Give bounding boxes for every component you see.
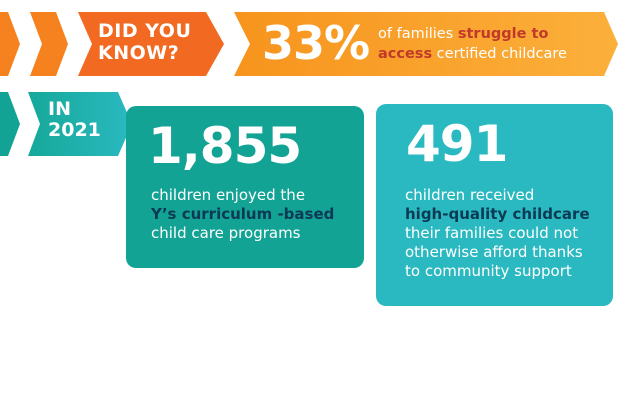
fact-text: of families struggle to access certified… xyxy=(378,24,567,64)
stat-card-line: to community support xyxy=(405,262,572,280)
stat-card-line: child care programs xyxy=(151,224,301,242)
fact-banner xyxy=(234,12,618,76)
chevron-arrow-icon xyxy=(30,12,68,76)
stat-card-line: children enjoyed the xyxy=(151,186,306,204)
year-tag-banner xyxy=(28,92,132,156)
stat-card-highlight: high-quality childcare xyxy=(405,205,590,223)
stat-card-number: 491 xyxy=(406,115,508,173)
chevron-arrow-icon xyxy=(0,12,20,76)
percent-stat: 33% xyxy=(262,16,370,70)
did-you-know-banner xyxy=(78,12,224,76)
stat-card-number: 1,855 xyxy=(148,117,302,175)
stat-card-line: otherwise afford thanks xyxy=(405,243,583,261)
stat-card-community-support: 491 children received high-quality child… xyxy=(376,104,613,306)
year-tag-line1: IN xyxy=(48,98,71,120)
banner-graphics xyxy=(0,12,618,156)
stat-card-line: children received xyxy=(405,186,535,204)
stat-card-highlight: Y’s curriculum -based xyxy=(151,205,335,223)
fact-highlight-access: access xyxy=(378,46,433,62)
did-you-know-label: DID YOU KNOW? xyxy=(98,20,191,64)
stat-card-description: children received high-quality childcare… xyxy=(405,186,610,281)
fact-text-part4: certified childcare xyxy=(432,46,567,62)
fact-highlight-struggle: struggle to xyxy=(457,26,549,42)
did-you-label-line1: DID YOU xyxy=(98,20,192,42)
chevron-arrow-icon xyxy=(0,92,20,156)
stat-card-description: children enjoyed the Y’s curriculum -bas… xyxy=(151,186,361,243)
fact-text-part1: of families xyxy=(378,26,458,42)
stat-card-line: their families could not xyxy=(405,224,579,242)
year-tag-line2: 2021 xyxy=(48,119,101,141)
did-you-label-line2: KNOW? xyxy=(98,42,180,64)
stat-card-childcare-programs: 1,855 children enjoyed the Y’s curriculu… xyxy=(126,106,364,268)
year-tag: IN 2021 xyxy=(48,99,101,141)
